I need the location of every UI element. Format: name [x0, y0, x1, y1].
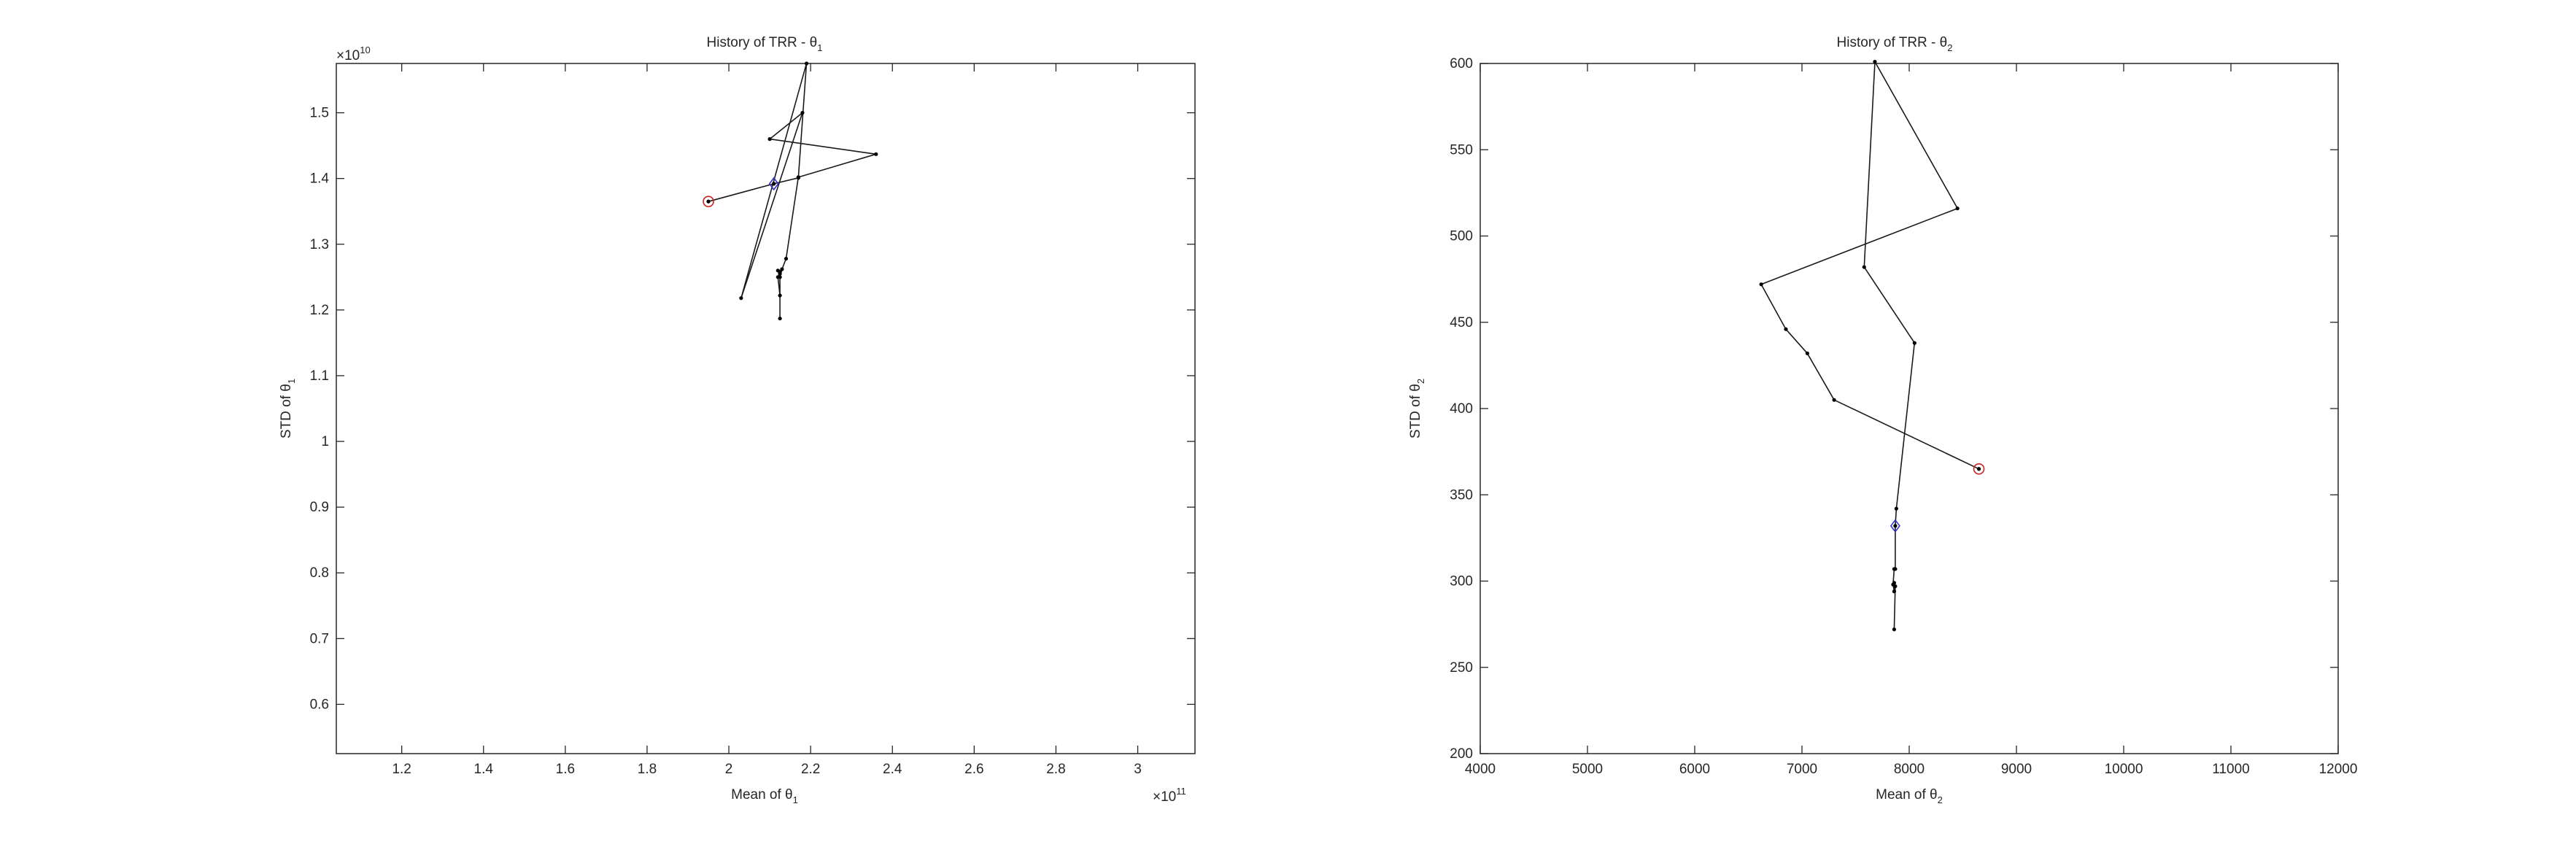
x-tick-label: 8000	[1894, 762, 1925, 777]
x-ticks: 4000 5000 6000 7000 8000 9000 10000 11000 12000	[1465, 63, 2358, 777]
x-axis-exponent: ×1011	[1153, 786, 1186, 805]
x-axis-label: Mean of θ2	[1876, 787, 1943, 805]
chart-title: History of TRR - θ1	[707, 35, 823, 53]
x-tick-label: 1.2	[392, 762, 411, 777]
data-point	[1832, 398, 1836, 402]
x-tick-label: 9000	[2001, 762, 2032, 777]
chart-theta2: History of TRR - θ2 4000 5000 6000 7000 8000…	[1408, 35, 2357, 805]
data-point	[1955, 206, 1960, 211]
y-tick-label: 0.6	[310, 697, 329, 712]
x-tick-label: 12000	[2319, 762, 2358, 777]
y-tick-label: 0.9	[310, 500, 329, 515]
y-tick-label: 550	[1450, 142, 1473, 158]
y-tick-label: 0.7	[310, 631, 329, 646]
y-tick-label: 1.5	[310, 106, 329, 121]
start-marker	[703, 196, 714, 208]
data-point	[778, 270, 782, 274]
start-marker-dot	[1977, 467, 1981, 471]
y-tick-label: 300	[1450, 574, 1473, 589]
series-layer	[1759, 60, 1985, 632]
x-tick-label: 1.4	[474, 762, 494, 777]
y-tick-label: 350	[1450, 487, 1473, 503]
data-point	[784, 256, 789, 261]
y-axis-label: STD of θ2	[1408, 379, 1426, 438]
x-tick-label: 2	[725, 762, 733, 777]
y-axis-exponent: ×1010	[336, 45, 371, 63]
x-ticks: 1.2 1.4 1.6 1.8 2 2.2 2.4 2.6 2.8 3	[392, 63, 1142, 777]
data-point	[1805, 351, 1809, 355]
y-tick-label: 400	[1450, 401, 1473, 417]
x-axis-label: Mean of θ1	[731, 787, 798, 805]
y-tick-label: 600	[1450, 56, 1473, 71]
start-marker	[1973, 463, 1985, 475]
series-line	[708, 63, 877, 319]
x-tick-label: 3	[1134, 762, 1142, 777]
data-point	[767, 137, 772, 142]
data-point	[1892, 589, 1897, 594]
x-tick-label: 2.2	[801, 762, 820, 777]
end-marker	[768, 177, 779, 191]
y-tick-label: 1.4	[310, 171, 330, 187]
series-layer	[703, 61, 878, 321]
data-point	[1912, 341, 1916, 345]
data-point	[1892, 567, 1897, 571]
y-tick-label: 1.3	[310, 237, 329, 252]
data-point	[1784, 327, 1788, 331]
data-point	[1893, 524, 1898, 528]
y-tick-label: 250	[1450, 660, 1473, 676]
data-point	[778, 293, 782, 298]
data-point	[775, 275, 780, 279]
chart-title: History of TRR - θ2	[1837, 35, 1953, 53]
x-tick-label: 1.8	[638, 762, 657, 777]
plot-area	[336, 63, 1196, 754]
data-point	[772, 182, 776, 186]
data-point	[1862, 265, 1866, 269]
x-tick-label: 10000	[2105, 762, 2143, 777]
x-tick-label: 4000	[1465, 762, 1496, 777]
data-point	[796, 175, 800, 179]
data-point	[1893, 584, 1898, 589]
data-point	[1873, 60, 1877, 64]
data-point	[1759, 282, 1763, 287]
data-point	[1894, 506, 1898, 511]
start-marker-dot	[706, 199, 711, 204]
data-point	[1892, 581, 1897, 585]
y-tick-label: 0.8	[310, 565, 329, 581]
end-marker	[1890, 519, 1900, 533]
x-tick-label: 1.6	[556, 762, 575, 777]
x-tick-label: 7000	[1787, 762, 1817, 777]
x-tick-label: 2.8	[1046, 762, 1065, 777]
x-tick-label: 2.4	[883, 762, 902, 777]
y-ticks: 0.6 0.7 0.8 0.9 1 1.1 1.2 1.3 1.4 1.5	[310, 106, 1195, 712]
data-point	[800, 110, 805, 115]
data-point	[804, 61, 809, 66]
data-point	[778, 316, 782, 321]
data-point	[1892, 627, 1897, 632]
data-point	[739, 296, 743, 301]
data-point	[780, 267, 784, 271]
y-tick-label: 1	[321, 434, 329, 449]
y-axis-label: STD of θ1	[279, 379, 297, 438]
y-ticks: 200 250 300 350 400 450 500 550 600	[1450, 56, 2338, 762]
y-tick-label: 1.2	[310, 303, 329, 318]
y-tick-label: 450	[1450, 315, 1473, 330]
data-point	[874, 152, 878, 156]
x-tick-label: 6000	[1679, 762, 1710, 777]
y-tick-label: 200	[1450, 746, 1473, 762]
chart-theta1: History of TRR - θ1 1.2 1.4 1.6 1.8 2 2.2 2.4 2…	[279, 35, 1196, 805]
y-tick-label: 500	[1450, 229, 1473, 244]
x-tick-label: 11000	[2212, 762, 2249, 777]
y-tick-label: 1.1	[310, 368, 329, 384]
x-tick-label: 2.6	[964, 762, 983, 777]
x-tick-label: 5000	[1572, 762, 1603, 777]
